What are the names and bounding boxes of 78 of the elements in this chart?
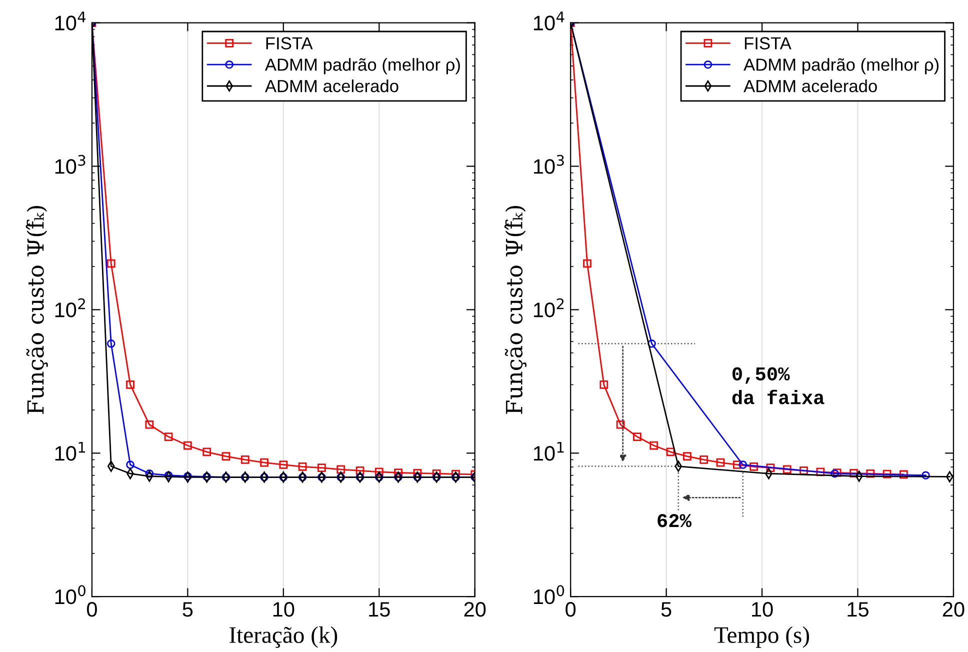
point: [583, 259, 592, 268]
y-axis-title: Função custo Ψ(f̂ₖ): [504, 206, 526, 414]
x-tick-label: 5: [661, 602, 672, 617]
y-tick-label: 10$^{2}$: [55, 298, 85, 318]
point: [816, 468, 825, 476]
point: [184, 472, 192, 480]
legend-label: FISTA: [266, 37, 313, 50]
y-tick-label: 10$^{1}$: [55, 442, 86, 461]
point: [356, 466, 364, 475]
y-tick-label: 10$^{4}$: [55, 12, 86, 30]
point: [882, 470, 892, 478]
point: [202, 472, 211, 481]
point: [738, 460, 748, 469]
point: [716, 458, 725, 467]
x-axis-title: Iteração (k): [230, 626, 338, 648]
point: [666, 448, 675, 456]
point: [202, 448, 211, 456]
x-axis-title: Tempo (s): [714, 626, 810, 648]
annotation: 62%: [658, 514, 692, 528]
point: [260, 458, 268, 467]
y-tick-label: 10$^{2}$: [534, 298, 564, 318]
point: [164, 471, 173, 480]
point: [683, 452, 692, 460]
point: [900, 470, 908, 479]
legend-label: ADMM padrão (melhor ρ): [744, 58, 939, 74]
y-tick-label: 10$^{4}$: [534, 12, 564, 30]
point: [298, 462, 307, 471]
point: [633, 432, 642, 441]
point: [866, 469, 875, 478]
point: [750, 462, 758, 471]
point: [374, 468, 384, 476]
point: [800, 466, 808, 475]
x-tick-label: 10: [752, 602, 773, 617]
point: [106, 259, 116, 268]
legend-label: FISTA: [744, 37, 792, 50]
y-tick-label: 10$^{1}$: [534, 442, 564, 461]
point: [922, 471, 930, 480]
y-tick-label: 10$^{3}$: [534, 154, 564, 174]
point: [832, 468, 842, 477]
point: [222, 452, 230, 460]
y-tick-label: 10$^{0}$: [55, 585, 86, 604]
x-tick-label: 20: [464, 602, 486, 617]
x-tick-label: 0: [86, 602, 97, 617]
x-tick-label: 15: [369, 602, 390, 617]
point: [648, 339, 656, 348]
legend-label: ADMM acelerado: [264, 79, 398, 92]
point: [830, 469, 839, 478]
point: [164, 432, 173, 441]
x-tick-label: 0: [566, 602, 576, 617]
x-tick-label: 20: [942, 602, 964, 617]
y-tick-label: 10$^{3}$: [55, 154, 86, 174]
point: [413, 469, 422, 478]
x-tick-label: 10: [273, 602, 294, 617]
annotation: 0,50% da faixa: [732, 367, 824, 404]
point: [336, 465, 346, 474]
legend-label: ADMM acelerado: [744, 79, 877, 92]
point: [766, 464, 775, 472]
point: [732, 460, 742, 469]
point: [616, 420, 625, 429]
point: [318, 464, 326, 472]
point: [184, 441, 192, 450]
point: [394, 468, 402, 477]
point: [126, 460, 134, 469]
point: [106, 339, 116, 348]
point: [700, 456, 708, 464]
x-tick-label: 15: [848, 602, 868, 617]
legend-label: ADMM padrão (melhor ρ): [264, 58, 460, 74]
point: [145, 469, 154, 478]
point: [600, 380, 608, 389]
point: [650, 441, 658, 450]
point: [240, 456, 250, 464]
point: [145, 420, 154, 429]
point: [126, 380, 134, 389]
y-tick-label: 10$^{0}$: [534, 585, 564, 604]
point: [279, 460, 288, 469]
x-tick-label: 5: [182, 602, 193, 617]
y-axis-title: Função custo Ψ(f̂ₖ): [26, 206, 48, 414]
point: [782, 465, 792, 474]
